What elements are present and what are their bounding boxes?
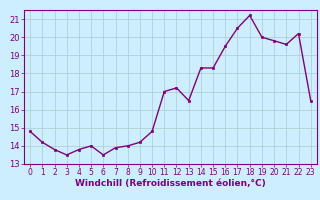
X-axis label: Windchill (Refroidissement éolien,°C): Windchill (Refroidissement éolien,°C) xyxy=(75,179,266,188)
